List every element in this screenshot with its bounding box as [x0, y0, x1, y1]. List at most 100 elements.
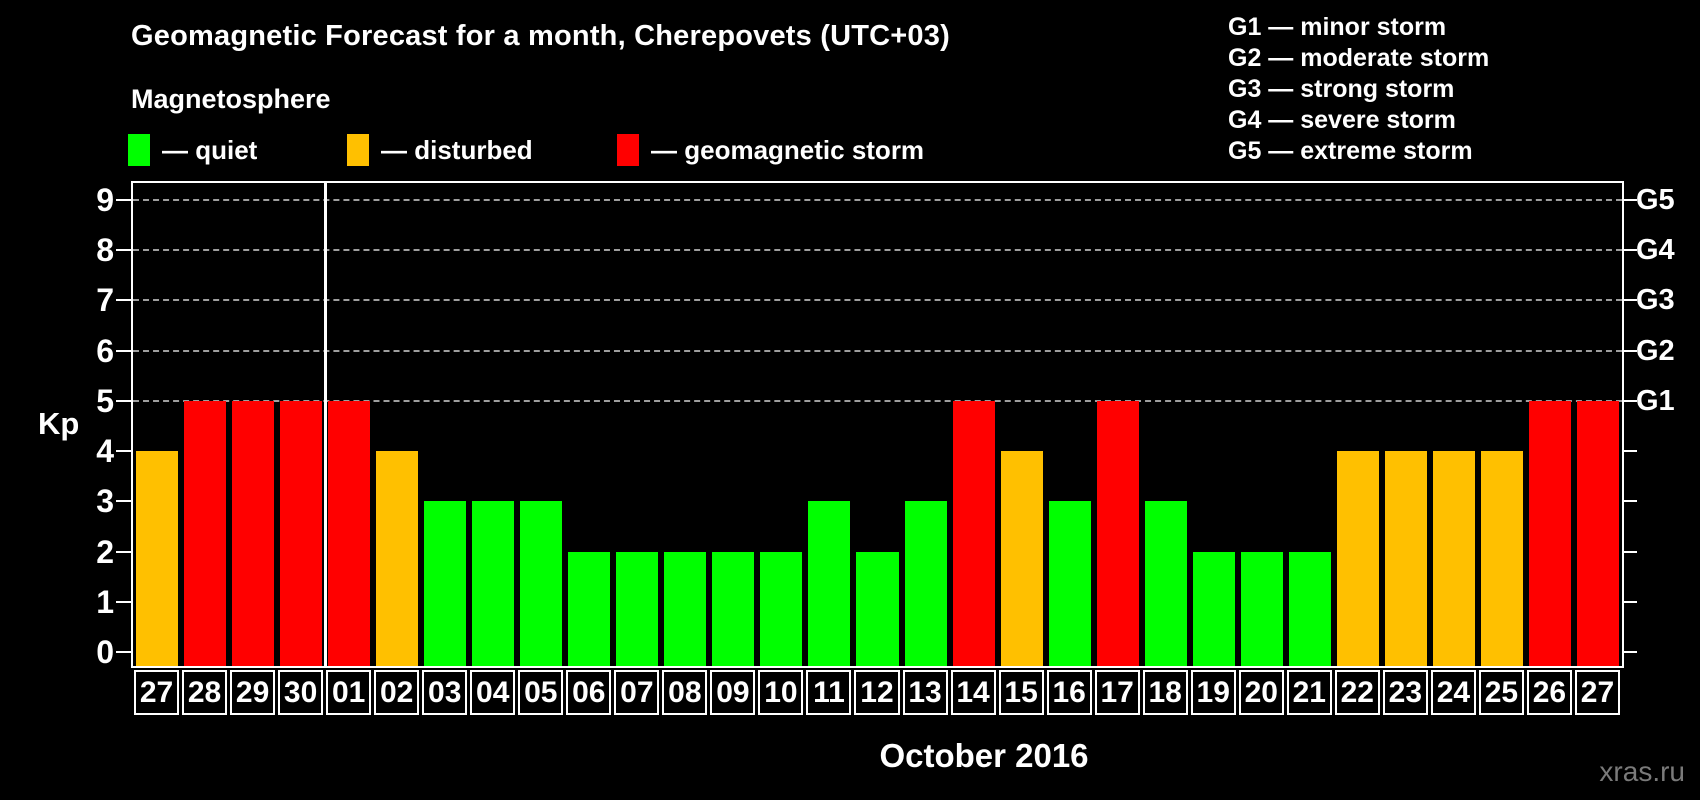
kp-bar-day-13	[904, 501, 947, 666]
storm-scale-legend: G1 — minor storm G2 — moderate storm G3 — …	[1228, 12, 1489, 167]
legend-item-storm: — geomagnetic storm	[617, 133, 924, 167]
day-box-07: 07	[614, 670, 660, 715]
kp-bar-day-26	[1528, 400, 1571, 666]
storm-scale-line: G4 — severe storm	[1228, 106, 1456, 134]
legend-swatch-storm-icon	[617, 134, 639, 166]
y-axis-tick-right-7	[1622, 299, 1637, 302]
y-axis-label-1: 1	[96, 583, 114, 620]
day-box-12: 12	[854, 670, 900, 715]
day-box-27: 27	[134, 670, 180, 715]
day-box-04: 04	[470, 670, 516, 715]
day-box-18: 18	[1142, 670, 1188, 715]
y-axis-tick-left-6	[116, 349, 131, 352]
y-axis-tick-right-5	[1622, 399, 1637, 402]
day-box-11: 11	[806, 670, 852, 715]
y-axis-label-6: 6	[96, 332, 114, 369]
day-box-20: 20	[1238, 670, 1284, 715]
day-box-05: 05	[518, 670, 564, 715]
storm-scale-line: G1 — minor storm	[1228, 13, 1447, 41]
g-scale-label-G5: G5	[1636, 184, 1675, 216]
legend-item-disturbed: — disturbed	[347, 133, 533, 167]
kp-bar-day-28	[184, 400, 227, 666]
y-axis-tick-right-0	[1622, 651, 1637, 653]
kp-bar-day-06	[568, 551, 611, 666]
day-box-26: 26	[1526, 670, 1572, 715]
gridline-kp-5	[133, 399, 1622, 402]
legend-label-disturbed: — disturbed	[381, 135, 533, 165]
kp-bar-day-20	[1240, 551, 1283, 666]
legend-item-quiet: — quiet	[128, 133, 257, 167]
y-axis-tick-right-6	[1622, 349, 1637, 352]
day-box-30: 30	[278, 670, 324, 715]
day-box-24: 24	[1430, 670, 1476, 715]
legend-swatch-quiet-icon	[128, 134, 150, 166]
y-axis-label-7: 7	[96, 282, 114, 319]
storm-scale-line: G3 — strong storm	[1228, 75, 1455, 103]
day-box-21: 21	[1286, 670, 1332, 715]
y-axis-tick-left-5	[116, 399, 131, 402]
gridline-kp-6	[133, 349, 1622, 352]
y-axis-tick-left-3	[116, 500, 131, 503]
y-axis-tick-left-8	[116, 249, 131, 252]
kp-bar-day-27	[136, 451, 179, 666]
y-axis-tick-left-2	[116, 550, 131, 553]
plot-inner	[133, 183, 1622, 666]
kp-bar-day-29	[232, 400, 275, 666]
y-axis-tick-right-1	[1622, 600, 1637, 603]
kp-bar-day-10	[760, 551, 803, 666]
day-box-06: 06	[566, 670, 612, 715]
plot-area	[131, 181, 1624, 668]
y-axis-tick-right-2	[1622, 550, 1637, 553]
day-box-29: 29	[230, 670, 276, 715]
kp-color-legend: — quiet — disturbed — geomagnetic storm	[0, 133, 1100, 167]
g-scale-label-G4: G4	[1636, 234, 1675, 267]
kp-bar-day-30	[280, 400, 323, 666]
kp-bar-day-03	[424, 501, 467, 666]
y-axis-tick-right-9	[1622, 199, 1637, 201]
day-box-28: 28	[182, 670, 228, 715]
day-box-09: 09	[710, 670, 756, 715]
kp-bar-day-17	[1096, 400, 1139, 666]
month-boundary-line	[323, 183, 327, 666]
kp-bar-day-04	[472, 501, 515, 666]
day-box-14: 14	[950, 670, 996, 715]
storm-scale-line: G5 — extreme storm	[1228, 137, 1473, 165]
gridline-kp-7	[133, 299, 1622, 302]
y-axis-label-9: 9	[96, 182, 114, 218]
y-axis-tick-left-7	[116, 299, 131, 302]
kp-bar-day-14	[952, 400, 995, 666]
y-axis-tick-right-8	[1622, 249, 1637, 252]
kp-bar-day-16	[1048, 501, 1091, 666]
legend-label-quiet: — quiet	[162, 135, 258, 165]
y-axis-tick-left-4	[116, 450, 131, 453]
day-box-19: 19	[1190, 670, 1236, 715]
g-scale-label-G2: G2	[1636, 334, 1675, 367]
day-box-13: 13	[902, 670, 948, 715]
legend-label-storm: — geomagnetic storm	[651, 135, 925, 165]
kp-bar-day-21	[1288, 551, 1331, 666]
kp-bar-day-02	[376, 451, 419, 666]
day-box-16: 16	[1046, 670, 1092, 715]
kp-bar-day-08	[664, 551, 707, 666]
day-box-01: 01	[326, 670, 372, 715]
magnetosphere-label: Magnetosphere	[131, 84, 331, 114]
y-axis-tick-right-4	[1622, 450, 1637, 453]
day-box-23: 23	[1382, 670, 1428, 715]
y-axis-title: Kp	[38, 406, 80, 441]
gridline-kp-8	[133, 249, 1622, 252]
day-box-08: 08	[662, 670, 708, 715]
chart-title: Geomagnetic Forecast for a month, Cherep…	[131, 20, 950, 52]
kp-bar-day-24	[1432, 451, 1475, 666]
y-axis-label-8: 8	[96, 232, 114, 269]
kp-bar-day-07	[616, 551, 659, 666]
kp-bar-day-19	[1192, 551, 1235, 666]
gridline-kp-9	[133, 199, 1622, 201]
kp-bar-day-12	[856, 551, 899, 666]
y-axis-label-0: 0	[96, 634, 114, 670]
storm-scale-line: G2 — moderate storm	[1228, 44, 1490, 72]
y-axis-tick-left-9	[116, 199, 131, 201]
y-axis-tick-left-1	[116, 600, 131, 603]
day-box-03: 03	[422, 670, 468, 715]
y-axis-label-2: 2	[96, 533, 114, 570]
